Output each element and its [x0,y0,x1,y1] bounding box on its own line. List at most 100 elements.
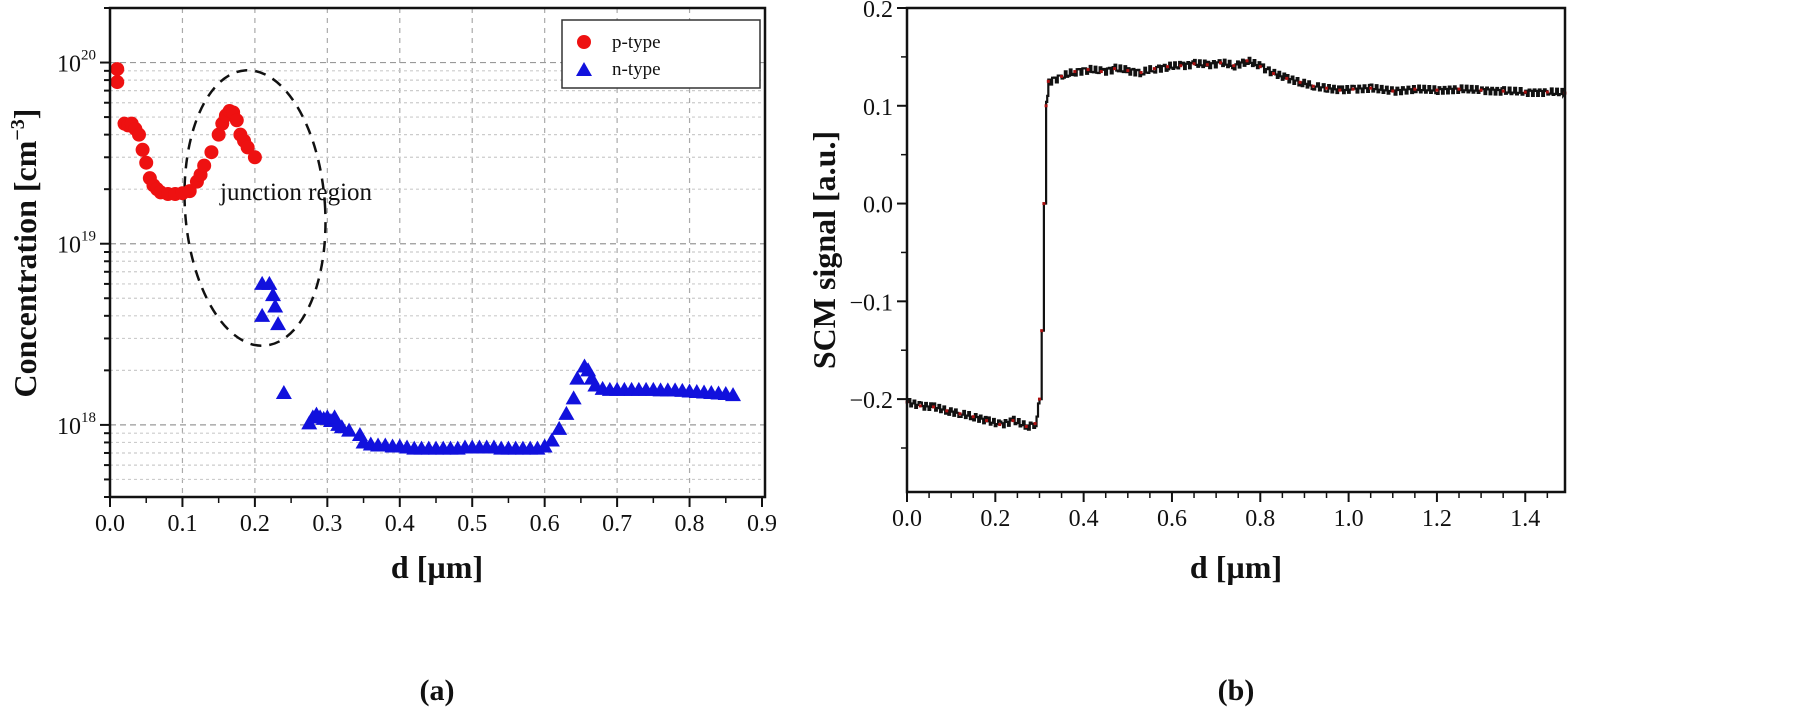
x-tick-label: 0.0 [892,506,922,532]
scm-data-point [1179,64,1183,68]
panel-b: 0.0 0.2 0.4 0.6 0.8 1.0 1.2 1.4 0.2 0.1 0.0 −0.1 −0.… [806,0,1567,707]
scm-data-point [1152,67,1156,71]
scm-data-point [1272,72,1276,76]
y-axis-title-a-text: Concentration [cm [7,140,43,397]
data-point-p-type [110,62,125,77]
x-tick-label: 0.7 [602,511,632,537]
data-point-n-type [551,420,568,435]
y-axis-title-a: Concentration [cm−3] [7,109,43,398]
data-point-n-type [558,405,575,420]
y-tick-label: 1019 [57,229,96,259]
legend-marker-n-type [576,62,592,76]
scm-data-point [1351,87,1355,91]
data-point-p-type [229,113,244,128]
axes-a: 0.0 0.1 0.2 0.3 0.4 0.5 0.6 0.7 0.8 0.91020101910… [57,7,777,537]
x-axis-title-b: d [µm] [1190,549,1282,585]
x-tick-label: 0.8 [675,511,705,537]
y-tick-label: 0.2 [863,0,893,23]
data-point-p-type [247,150,262,165]
x-tick-label: 0.5 [457,511,487,537]
scm-data-point [1033,422,1037,426]
legend-box [561,19,761,89]
data-point-p-type [204,145,219,160]
scm-data-point [1192,62,1196,66]
data-point-n-type [543,432,560,447]
y-tick-label: 1020 [57,48,96,78]
y-tick-label: −0.2 [849,388,893,414]
scm-data-point [1338,88,1342,92]
y-tick-label-exponent: 18 [81,410,96,426]
scm-data-point [1044,104,1048,108]
y-axis-title-a-close: ] [7,109,43,120]
data-point-p-type [135,142,150,157]
scm-data-point [1046,79,1050,83]
y-tick-label: 0.0 [863,193,893,219]
data-point-n-type [275,384,292,399]
scm-data-point [1523,90,1527,94]
legend-label-n-type: n-type [612,59,661,80]
data-point-p-type [131,127,146,142]
scm-data-point [1040,329,1044,333]
y-tick-label-base: 10 [57,233,81,259]
legend-label-p-type: p-type [612,32,661,53]
legend-marker-p-type [577,35,591,49]
x-tick-label: 1.4 [1510,506,1540,532]
scm-data-point [1479,88,1483,92]
y-tick-label: −0.1 [849,290,893,316]
scm-data-point [1060,74,1064,78]
scm-data-point [918,404,922,408]
scm-data-point [1126,69,1130,73]
scm-data-point [1413,87,1417,91]
junction-region-label: junction region [219,179,373,206]
x-axis-title-a: d [µm] [391,549,483,585]
scm-data-point [984,419,988,423]
y-tick-label-exponent: 20 [81,48,96,64]
scm-data-point [1285,76,1289,80]
x-tick-label: 0.3 [312,511,342,537]
data-point-n-type [341,422,358,437]
x-tick-label: 0.4 [385,511,415,537]
data-point-p-type [240,140,255,155]
x-tick-label: 0.2 [240,511,270,537]
scm-signal-line [907,56,1566,431]
data-point-n-type [725,387,742,402]
x-tick-label: 0.1 [167,511,197,537]
marks-a [110,62,742,455]
y-axis-title-a-sup: −3 [7,119,29,140]
panel-label-a: (a) [420,674,455,707]
scm-data-point [971,415,975,419]
data-point-p-type [211,127,226,142]
legend: p-type n-type [561,19,761,89]
y-tick-label-base: 10 [57,414,81,440]
scm-data-point [1086,68,1090,72]
scm-data-point [1325,86,1329,90]
x-tick-label: 0.8 [1245,506,1275,532]
data-point-n-type [254,307,271,322]
scm-data-point [1435,88,1439,92]
scm-data-point [1258,65,1262,69]
scm-data-point [1042,202,1046,206]
x-tick-label: 1.0 [1334,506,1364,532]
y-tick-label-base: 10 [57,52,81,78]
scm-data-point [998,423,1002,427]
scm-data-point [1099,70,1103,74]
panel-label-b: (b) [1218,674,1255,707]
data-point-n-type [569,370,586,385]
scm-data-point [1501,89,1505,93]
data-point-p-type [182,184,197,199]
data-point-n-type [267,298,284,313]
scm-data-point [1311,84,1315,88]
scm-data-point [1205,63,1209,67]
junction-region-ellipse [183,68,327,348]
data-point-n-type [261,275,278,290]
scm-data-point [1545,90,1549,94]
x-tick-label: 0.6 [1157,506,1187,532]
scm-data-point [931,405,935,409]
axes-b: 0.0 0.2 0.4 0.6 0.8 1.0 1.2 1.4 0.2 0.1 0.0 −0.1 −0.… [849,0,1549,532]
scm-data-point [1073,70,1077,74]
scm-data-point [945,409,949,413]
scm-data-point [1391,89,1395,93]
plot-frame-b [905,6,1567,494]
panel-a: junction region 0.0 0.1 0.2 0.3 0.4 0.5 0.6 0.7… [7,6,777,707]
